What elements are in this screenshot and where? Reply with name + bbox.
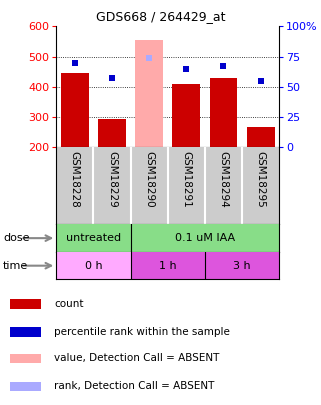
Bar <box>247 127 275 147</box>
Bar <box>210 78 238 147</box>
Text: GSM18228: GSM18228 <box>70 151 80 208</box>
Text: rank, Detection Call = ABSENT: rank, Detection Call = ABSENT <box>54 382 214 391</box>
Text: 1 h: 1 h <box>159 261 177 271</box>
Text: GSM18229: GSM18229 <box>107 151 117 208</box>
FancyBboxPatch shape <box>10 354 41 363</box>
Text: count: count <box>54 299 83 309</box>
Bar <box>135 40 163 147</box>
Text: untreated: untreated <box>66 233 121 243</box>
Text: 3 h: 3 h <box>233 261 251 271</box>
Text: time: time <box>3 261 29 271</box>
Bar <box>61 72 89 147</box>
Bar <box>98 119 126 147</box>
Bar <box>172 84 200 147</box>
Text: GSM18294: GSM18294 <box>219 151 229 208</box>
Text: value, Detection Call = ABSENT: value, Detection Call = ABSENT <box>54 354 220 363</box>
Bar <box>205 252 279 279</box>
Text: GSM18295: GSM18295 <box>256 151 266 208</box>
FancyBboxPatch shape <box>10 382 41 391</box>
Bar <box>56 252 131 279</box>
Text: GSM18291: GSM18291 <box>181 151 191 208</box>
Text: 0 h: 0 h <box>84 261 102 271</box>
FancyBboxPatch shape <box>10 327 41 337</box>
Bar <box>131 252 205 279</box>
Text: 0.1 uM IAA: 0.1 uM IAA <box>175 233 235 243</box>
FancyBboxPatch shape <box>10 299 41 309</box>
Text: dose: dose <box>3 233 30 243</box>
Text: GDS668 / 264429_at: GDS668 / 264429_at <box>96 10 225 23</box>
Text: percentile rank within the sample: percentile rank within the sample <box>54 327 230 337</box>
Text: GSM18290: GSM18290 <box>144 151 154 208</box>
